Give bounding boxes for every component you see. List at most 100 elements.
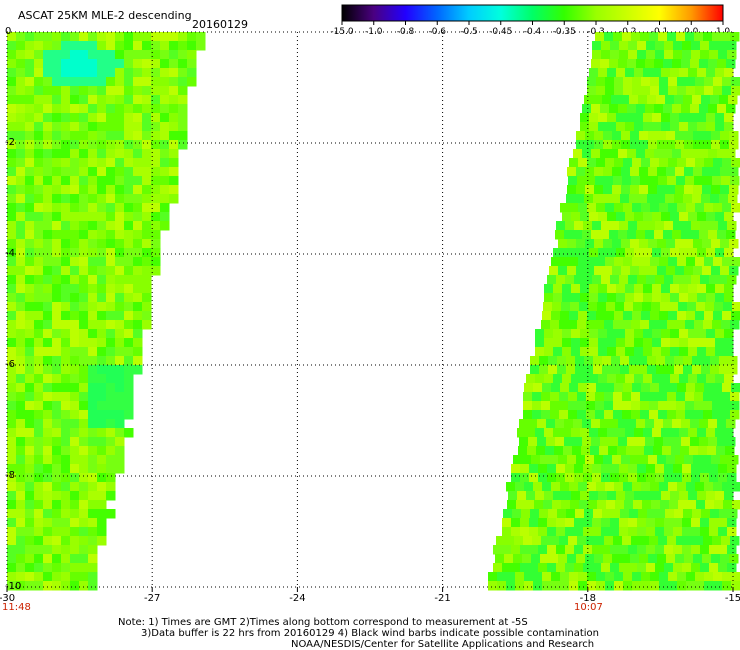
wind-cell [713,581,723,591]
wind-cell [625,212,635,222]
wind-cell [555,419,565,429]
wind-cell [34,104,44,114]
wind-cell [651,500,661,510]
wind-cell [690,230,700,240]
wind-cell [511,464,521,474]
wind-cell [574,518,584,528]
wind-cell [704,86,714,96]
wind-cell [25,545,35,555]
wind-cell [142,221,152,231]
wind-cell [601,473,611,483]
wind-cell [580,212,590,222]
wind-cell [115,221,125,231]
wind-cell [524,581,534,591]
wind-cell [612,185,622,195]
wind-cell [106,338,116,348]
wind-cell [596,203,606,213]
wind-cell [151,131,161,141]
wind-cell [61,536,71,546]
wind-cell [25,563,35,573]
wind-cell [658,410,668,420]
wind-cell [151,32,161,42]
wind-cell [565,221,575,231]
wind-cell [61,518,71,528]
wind-cell [655,275,665,285]
wind-cell [115,455,125,465]
wind-cell [142,302,152,312]
wind-cell [732,500,740,510]
wind-cell [61,185,71,195]
wind-cell [25,239,35,249]
wind-cell [34,149,44,159]
wind-cell [606,500,616,510]
wind-cell [642,302,652,312]
wind-cell [124,185,134,195]
wind-cell [52,311,62,321]
wind-cell [605,311,615,321]
wind-cell [532,401,542,411]
wind-cell [655,50,665,60]
wind-cell [16,185,26,195]
wind-cell [70,446,80,456]
wind-cell [585,140,595,150]
wind-cell [580,284,590,294]
wind-cell [43,158,53,168]
wind-cell [688,428,698,438]
wind-cell [34,581,44,591]
wind-cell [724,347,734,357]
wind-cell [79,545,89,555]
wind-cell [151,221,161,231]
wind-cell [187,41,197,51]
wind-cell [730,401,740,411]
wind-cell [106,113,116,123]
wind-cell [79,419,89,429]
wind-cell [169,68,179,78]
wind-cell [16,86,26,96]
wind-cell [43,464,53,474]
wind-cell [688,374,698,384]
wind-cell [160,77,170,87]
wind-cell [106,95,116,105]
wind-cell [16,68,26,78]
wind-cell [589,212,599,222]
wind-cell [574,464,584,474]
wind-cell [97,527,107,537]
wind-cell [668,257,678,267]
wind-cell [641,311,651,321]
wind-cell [627,104,637,114]
wind-cell [665,365,675,375]
wind-cell [7,203,17,213]
wind-cell [657,140,667,150]
wind-cell [61,347,71,357]
wind-cell [70,212,80,222]
wind-cell [25,275,35,285]
wind-cell [686,311,696,321]
wind-cell [169,167,179,177]
wind-cell [646,518,656,528]
wind-cell [657,266,667,276]
wind-cell [643,428,653,438]
wind-cell [585,239,595,249]
wind-cell [663,59,673,69]
wind-cell [542,581,552,591]
wind-cell [43,59,53,69]
wind-cell [592,275,602,285]
wind-cell [43,473,53,483]
wind-cell [151,230,161,240]
wind-cell [663,230,673,240]
wind-cell [704,257,714,267]
wind-cell [693,266,703,276]
wind-cell [43,176,53,186]
wind-cell [695,311,705,321]
wind-cell [679,491,689,501]
wind-cell [649,320,659,330]
wind-cell [583,518,593,528]
wind-cell [106,347,116,357]
wind-cell [124,203,134,213]
wind-cell [70,401,80,411]
wind-cell [650,203,660,213]
wind-cell [562,212,572,222]
wind-cell [711,131,721,141]
wind-cell [133,248,143,258]
wind-cell [594,185,604,195]
